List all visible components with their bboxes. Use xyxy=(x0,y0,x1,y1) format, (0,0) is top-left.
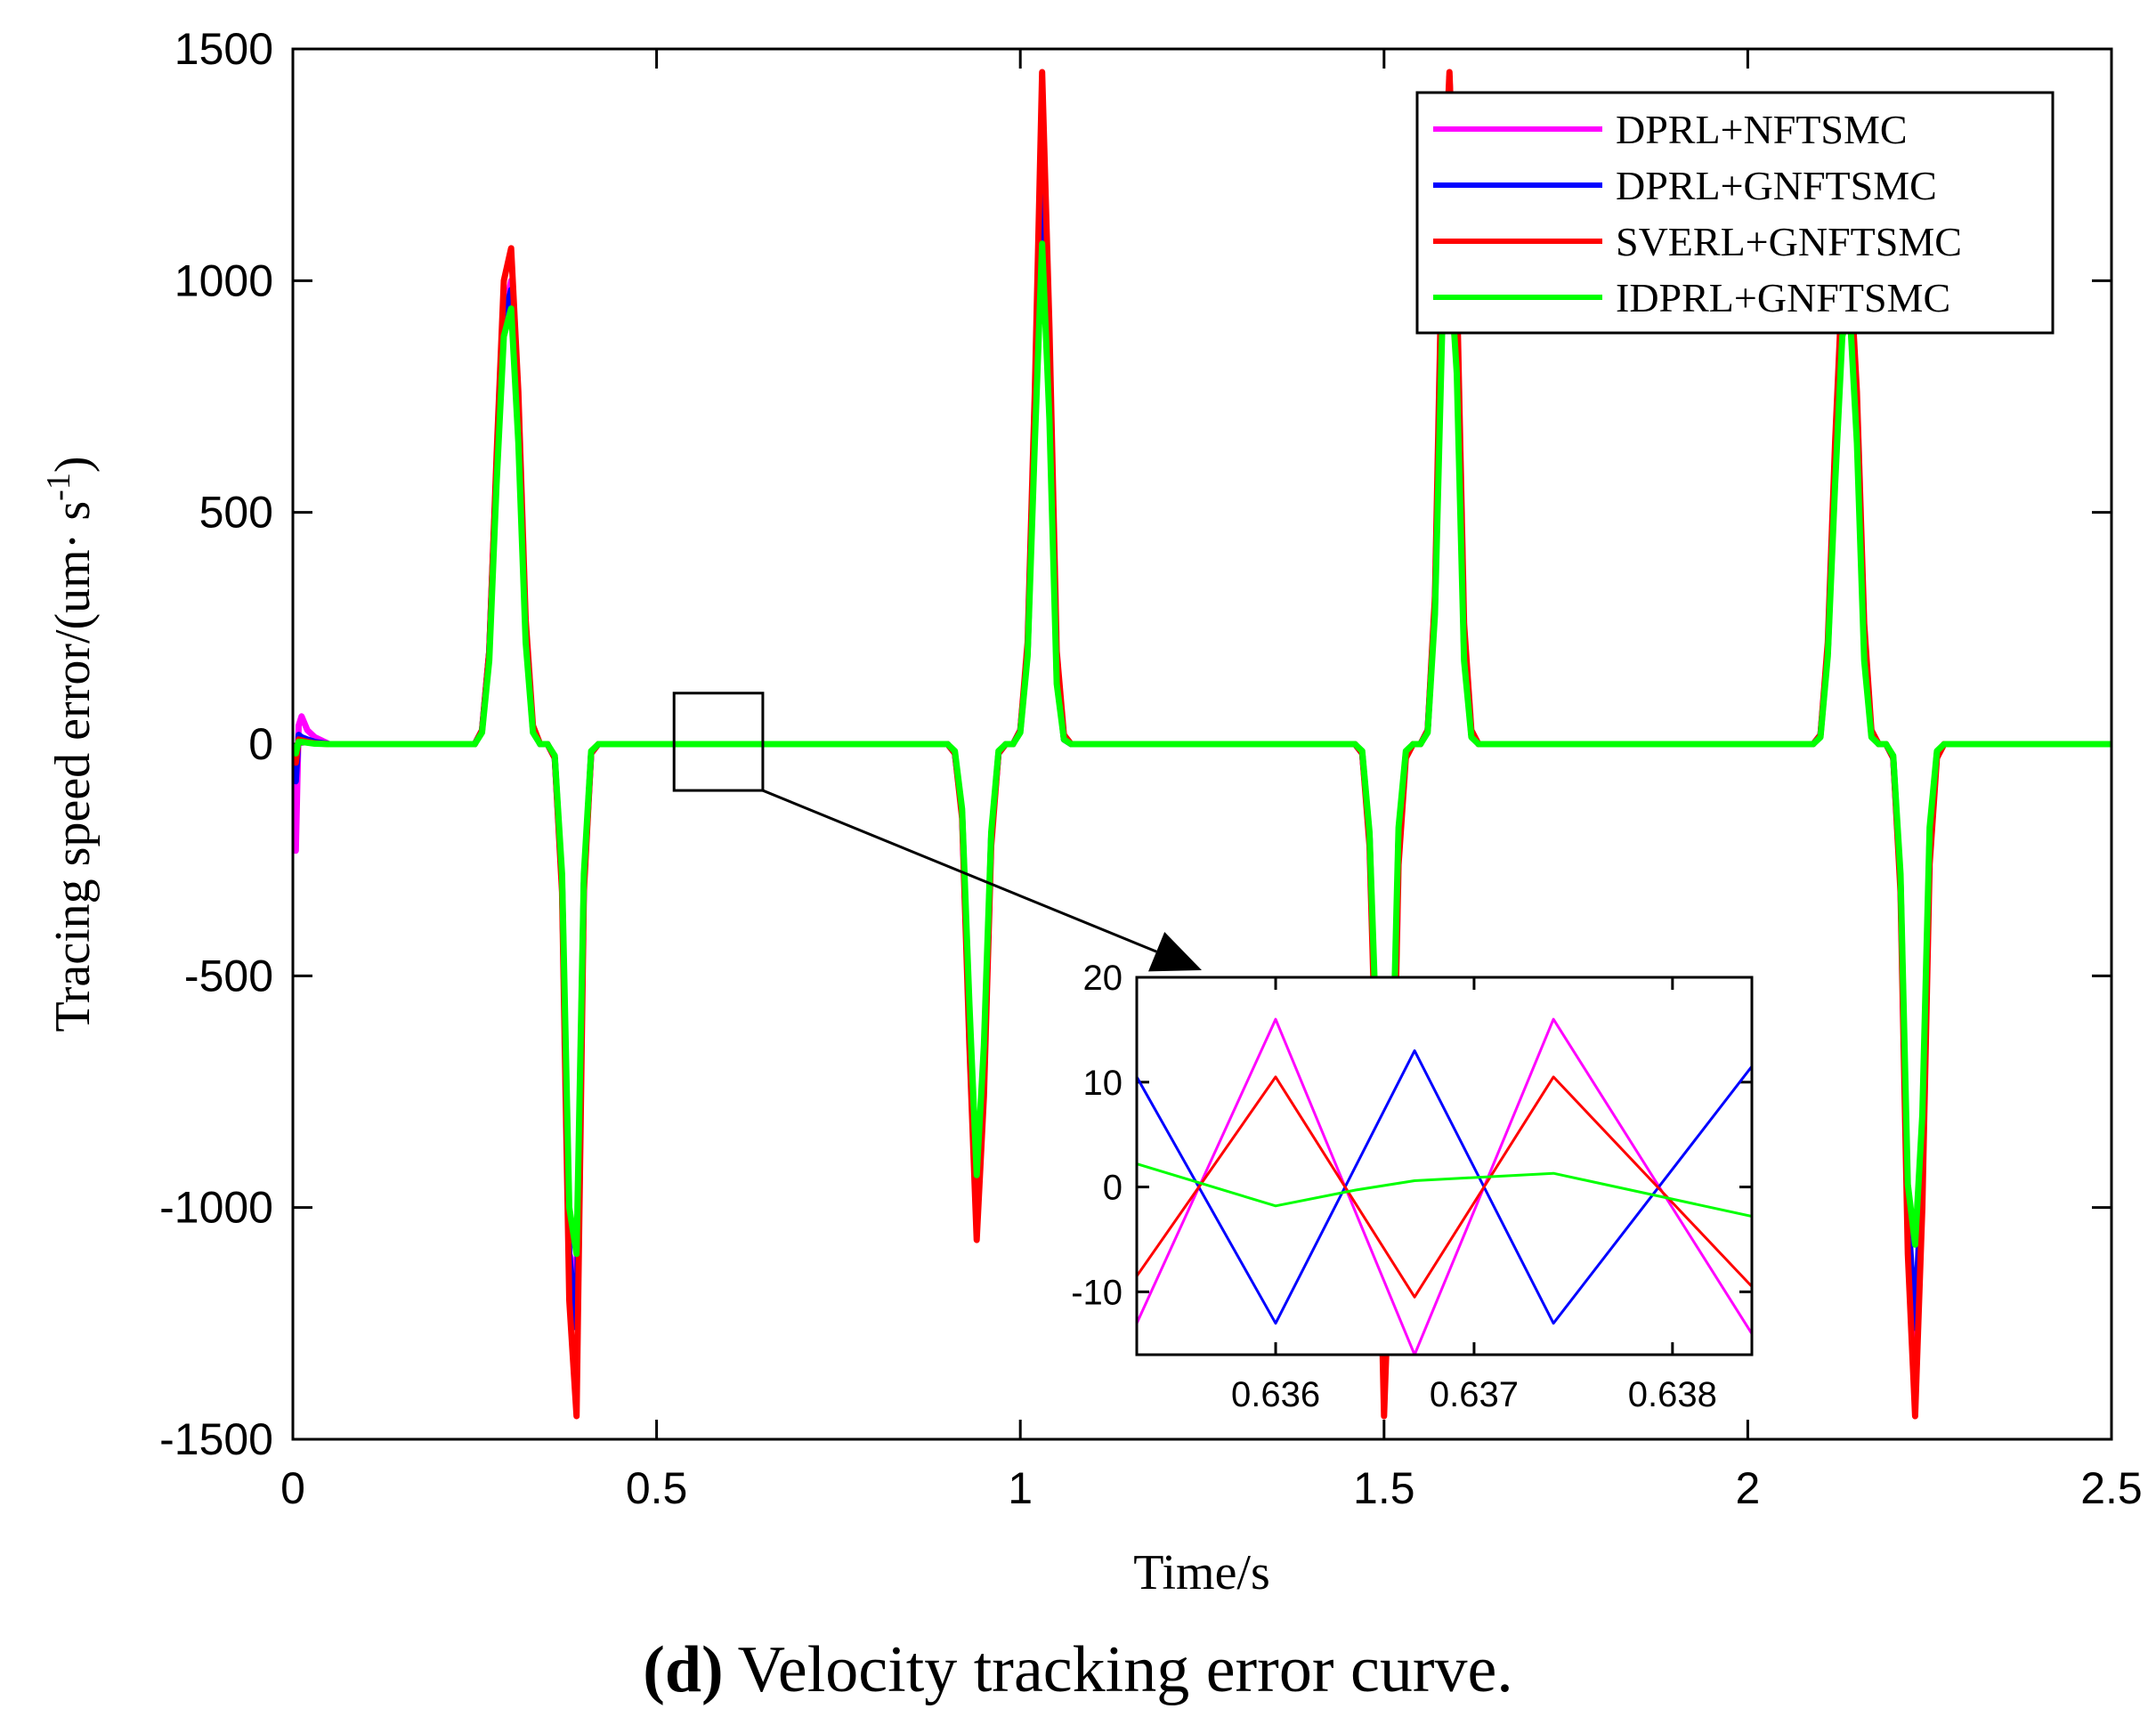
inset-series-lines xyxy=(1137,1017,1752,1355)
x-tick-label: 1.5 xyxy=(1353,1463,1415,1513)
caption-text: Velocity tracking error curve. xyxy=(738,1633,1513,1706)
inset-y-tick-label: 20 xyxy=(1083,959,1123,998)
legend-label-2: DPRL+GNFTSMC xyxy=(1616,163,1937,208)
inset-x-tick-label: 0.638 xyxy=(1628,1375,1717,1414)
legend-entry-3: SVERL+GNFTSMC xyxy=(1433,219,1962,264)
legend: DPRL+NFTSMC DPRL+GNFTSMC SVERL+GNFTSMC I… xyxy=(1415,91,2055,335)
inset-background xyxy=(1137,977,1752,1355)
zoom-arrow-head xyxy=(1148,931,1202,972)
inset-y-tick-label: 0 xyxy=(1103,1169,1123,1208)
y-axis-label: Tracing speed error/(um· s-1) xyxy=(40,457,101,1033)
zoom-arrow-line xyxy=(762,789,1157,953)
y-tick-label: -1500 xyxy=(159,1414,273,1464)
legend-entry-1: DPRL+NFTSMC xyxy=(1433,107,1908,152)
y-axis-label-superscript: -1 xyxy=(40,473,77,501)
main-plot-frame xyxy=(291,47,2113,1441)
y-tick-label: 1000 xyxy=(174,255,273,305)
x-tick-label: 2.5 xyxy=(2080,1463,2143,1513)
zoom-region-box xyxy=(672,692,765,792)
legend-label-1: DPRL+NFTSMC xyxy=(1616,107,1908,152)
inset-tick-labels: 0.636 0.637 0.638 -10 0 10 20 xyxy=(1071,959,1717,1414)
figure-caption: (d) Velocity tracking error curve. xyxy=(643,1633,1513,1706)
x-tick-label: 1 xyxy=(1008,1463,1033,1513)
y-tick-label: 500 xyxy=(199,488,273,538)
y-axis-label-main: Tracing speed error/(um· s xyxy=(45,501,101,1033)
inset-frame xyxy=(1135,976,1754,1356)
inset-y-tick-label: 10 xyxy=(1083,1064,1123,1103)
legend-label-3: SVERL+GNFTSMC xyxy=(1616,219,1962,264)
caption-letter: (d) xyxy=(643,1633,723,1706)
inset-x-tick-label: 0.636 xyxy=(1231,1375,1320,1414)
y-axis-label-close: ) xyxy=(45,457,101,474)
y-tick-label: -500 xyxy=(184,951,273,1000)
inset-series-line-dprl-gnftsmc xyxy=(1137,1049,1752,1325)
y-tick-label: 1500 xyxy=(174,24,273,74)
x-tick-label: 0 xyxy=(280,1463,305,1513)
legend-entry-4: IDPRL+GNFTSMC xyxy=(1433,275,1950,320)
x-tick-label: 0.5 xyxy=(626,1463,688,1513)
x-axis-label: Time/s xyxy=(1133,1545,1270,1600)
inset-series-line-dprl-nftsmc xyxy=(1137,1017,1752,1355)
inset-series-line-sverl-gnftsmc xyxy=(1137,1075,1752,1299)
y-tick-label: 0 xyxy=(248,719,273,769)
legend-label-4: IDPRL+GNFTSMC xyxy=(1616,275,1950,320)
inset-x-tick-label: 0.637 xyxy=(1430,1375,1519,1414)
inset-series-line-idprl-gnftsmc xyxy=(1137,1162,1752,1218)
x-tick-label: 2 xyxy=(1735,1463,1760,1513)
inset-y-tick-label: -10 xyxy=(1071,1273,1123,1312)
legend-box xyxy=(1415,91,2055,335)
legend-entry-2: DPRL+GNFTSMC xyxy=(1433,163,1937,208)
y-axis-label-group: Tracing speed error/(um· s-1) xyxy=(40,457,101,1033)
y-tick-label: -1000 xyxy=(159,1183,273,1233)
inset-plot: 0.636 0.637 0.638 -10 0 10 20 xyxy=(1071,959,1754,1414)
main-tick-labels: 0 0.5 1 1.5 2 2.5 -1500 -1000 -500 0 500 1000 1500 xyxy=(159,24,2143,1513)
